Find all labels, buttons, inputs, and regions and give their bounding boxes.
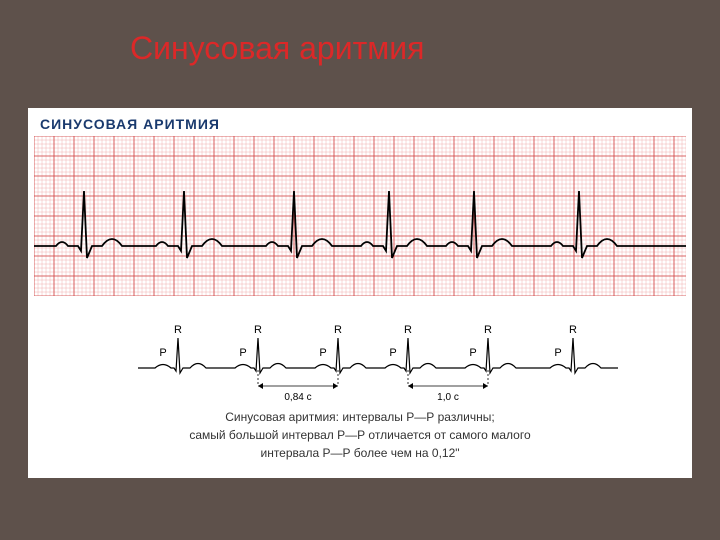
svg-text:R: R [404,324,412,336]
ecg-grid-area [34,136,686,296]
caption-line-1: Синусовая аритмия: интервалы Р—Р различн… [28,408,692,426]
svg-text:R: R [484,324,492,336]
svg-text:0,84 с: 0,84 с [284,392,311,403]
svg-text:P: P [159,347,166,359]
svg-text:P: P [469,347,476,359]
ecg-panel: СИНУСОВАЯ АРИТМИЯ PRPRPRPRPRPR0,84 с1,0 … [28,108,692,478]
caption-line-3: интервала Р—Р более чем на 0,12" [28,444,692,462]
svg-text:P: P [389,347,396,359]
ecg-diagram-svg: PRPRPRPRPRPR0,84 с1,0 с [28,308,692,418]
ecg-header: СИНУСОВАЯ АРИТМИЯ [40,116,220,132]
svg-text:R: R [569,324,577,336]
svg-text:P: P [554,347,561,359]
ecg-caption: Синусовая аритмия: интервалы Р—Р различн… [28,408,692,462]
svg-text:P: P [239,347,246,359]
svg-text:P: P [319,347,326,359]
svg-text:R: R [334,324,342,336]
ecg-grid-svg [34,136,686,296]
svg-text:R: R [174,324,182,336]
caption-line-2: самый большой интервал Р—Р отличается от… [28,426,692,444]
svg-text:R: R [254,324,262,336]
svg-text:1,0 с: 1,0 с [437,392,459,403]
slide-title: Синусовая аритмия [130,30,424,67]
